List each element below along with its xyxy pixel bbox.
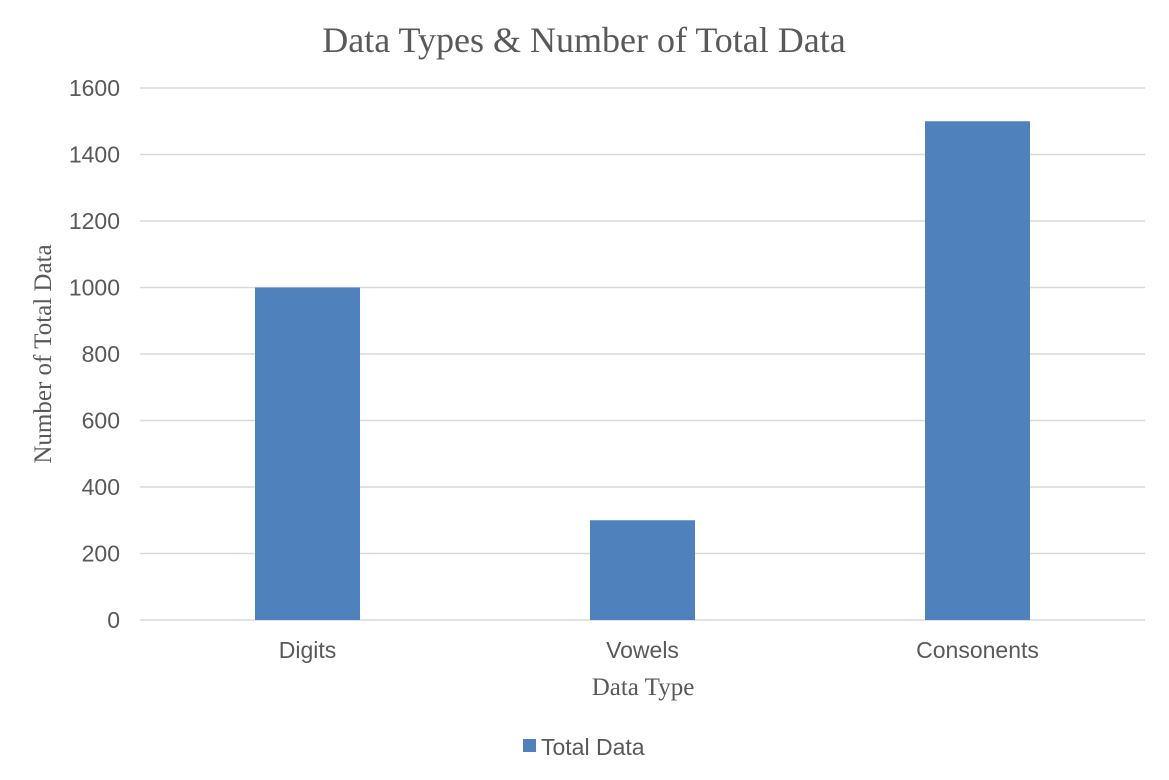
legend-swatch-total-data (523, 739, 536, 752)
y-tick-label: 0 (107, 607, 120, 633)
y-axis-title: Number of Total Data (30, 244, 57, 463)
y-axis-ticks: 0 200 400 600 800 1000 1200 1400 1600 (69, 75, 120, 633)
y-tick-label: 600 (82, 408, 120, 434)
bars (255, 121, 1030, 620)
legend: Total Data (523, 734, 645, 760)
y-tick-label: 400 (82, 474, 120, 500)
bar-consonents (925, 121, 1030, 620)
bar-digits (255, 287, 360, 620)
y-tick-label: 1200 (69, 208, 120, 234)
y-tick-label: 1400 (69, 142, 120, 168)
bar-vowels (590, 520, 695, 620)
x-axis-title: Data Type (592, 674, 695, 701)
y-tick-label: 800 (82, 341, 120, 367)
x-tick-label: Vowels (606, 637, 679, 663)
y-tick-label: 200 (82, 541, 120, 567)
x-tick-label: Digits (279, 637, 337, 663)
x-axis-ticks: Digits Vowels Consonents (279, 637, 1039, 663)
y-tick-label: 1000 (69, 275, 120, 301)
x-tick-label: Consonents (916, 637, 1039, 663)
y-tick-label: 1600 (69, 75, 120, 101)
legend-label-total-data: Total Data (541, 734, 645, 760)
chart-title: Data Types & Number of Total Data (322, 20, 846, 60)
